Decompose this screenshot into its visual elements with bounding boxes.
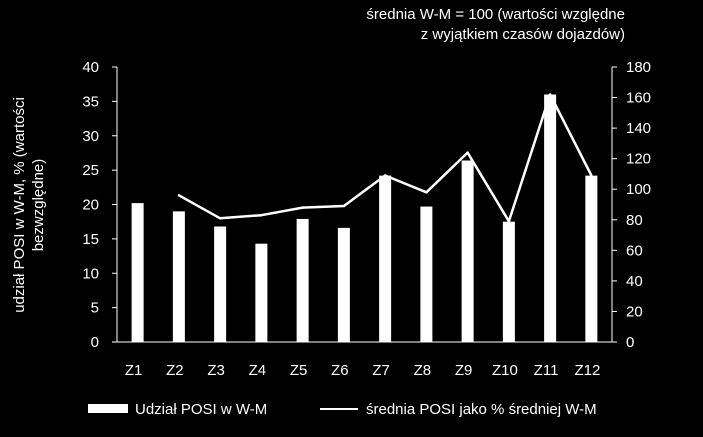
- y-left-tick-label: 5: [91, 300, 99, 317]
- y-axis-left-title-line-1: udział POSI w W-M, % (wartości: [11, 97, 28, 313]
- bar: [461, 160, 474, 342]
- x-tick-label: Z8: [414, 362, 432, 379]
- y-right-tick-label: 20: [626, 303, 643, 320]
- bar: [255, 243, 268, 342]
- y-left-tick-label: 0: [91, 334, 99, 351]
- legend-bar-swatch: [88, 404, 128, 413]
- bar: [172, 211, 185, 342]
- bar: [131, 203, 144, 342]
- bar: [544, 94, 557, 342]
- line-point: [548, 93, 552, 96]
- y-right-tick-label: 80: [626, 212, 643, 229]
- y-right-tick-label: 40: [626, 273, 643, 290]
- bar: [502, 221, 515, 342]
- line-point: [218, 217, 222, 220]
- annotation-line-2: z wyjątkiem czasów dojazdów): [421, 26, 625, 43]
- line-point: [301, 206, 304, 209]
- x-tick-label: Z3: [207, 362, 225, 379]
- bar: [420, 206, 433, 342]
- line-point: [177, 194, 181, 197]
- y-right-tick-label: 180: [626, 59, 651, 76]
- bar: [337, 227, 350, 342]
- legend-line-label: średnia POSI jako % średniej W-M: [366, 401, 597, 418]
- x-tick-label: Z2: [166, 362, 184, 379]
- y-left-tick-label: 35: [82, 93, 99, 110]
- line-point: [466, 151, 469, 154]
- x-tick-label: Z1: [125, 362, 143, 379]
- x-tick-label: Z6: [331, 362, 349, 379]
- y-left-tick-label: 20: [82, 197, 99, 214]
- y-left-tick-label: 25: [82, 162, 99, 179]
- line-point: [507, 220, 511, 223]
- bar: [585, 175, 598, 342]
- line-point: [383, 174, 387, 177]
- y-right-tick-label: 0: [626, 334, 634, 351]
- y-left-tick-label: 15: [82, 231, 99, 248]
- y-axis-left-title: udział POSI w W-M, % (wartości bezwzględ…: [11, 97, 47, 313]
- x-tick-label: Z7: [372, 362, 390, 379]
- legend-bar-label: Udział POSI w W-M: [135, 401, 267, 418]
- x-tick-label: Z12: [574, 362, 600, 379]
- line-point: [425, 191, 428, 194]
- line-point: [590, 174, 593, 177]
- bar: [296, 218, 309, 342]
- y-axis-left-title-line-2: bezwzględne): [30, 159, 47, 252]
- x-tick-label: Z10: [492, 362, 518, 379]
- y-left-tick-label: 40: [82, 59, 99, 76]
- annotation-line-1: średnia W-M = 100 (wartości względne: [366, 6, 625, 23]
- y-left-tick-label: 30: [82, 128, 99, 145]
- legend: Udział POSI w W-M średnia POSI jako % śr…: [88, 401, 597, 418]
- line-point: [260, 213, 263, 217]
- x-tick-label: Z9: [455, 362, 473, 379]
- x-tick-label: Z5: [290, 362, 308, 379]
- y-right-tick-label: 120: [626, 151, 651, 168]
- bar: [379, 175, 392, 342]
- y-right-tick-label: 100: [626, 181, 651, 198]
- x-tick-label: Z11: [534, 362, 559, 379]
- y-right-tick-label: 160: [626, 90, 651, 107]
- y-left-tick-label: 10: [82, 265, 99, 282]
- x-tick-label: Z4: [249, 362, 267, 379]
- y-right-tick-label: 60: [626, 242, 643, 259]
- y-right-tick-label: 140: [626, 120, 651, 137]
- bar: [214, 226, 227, 342]
- line-point: [342, 204, 346, 208]
